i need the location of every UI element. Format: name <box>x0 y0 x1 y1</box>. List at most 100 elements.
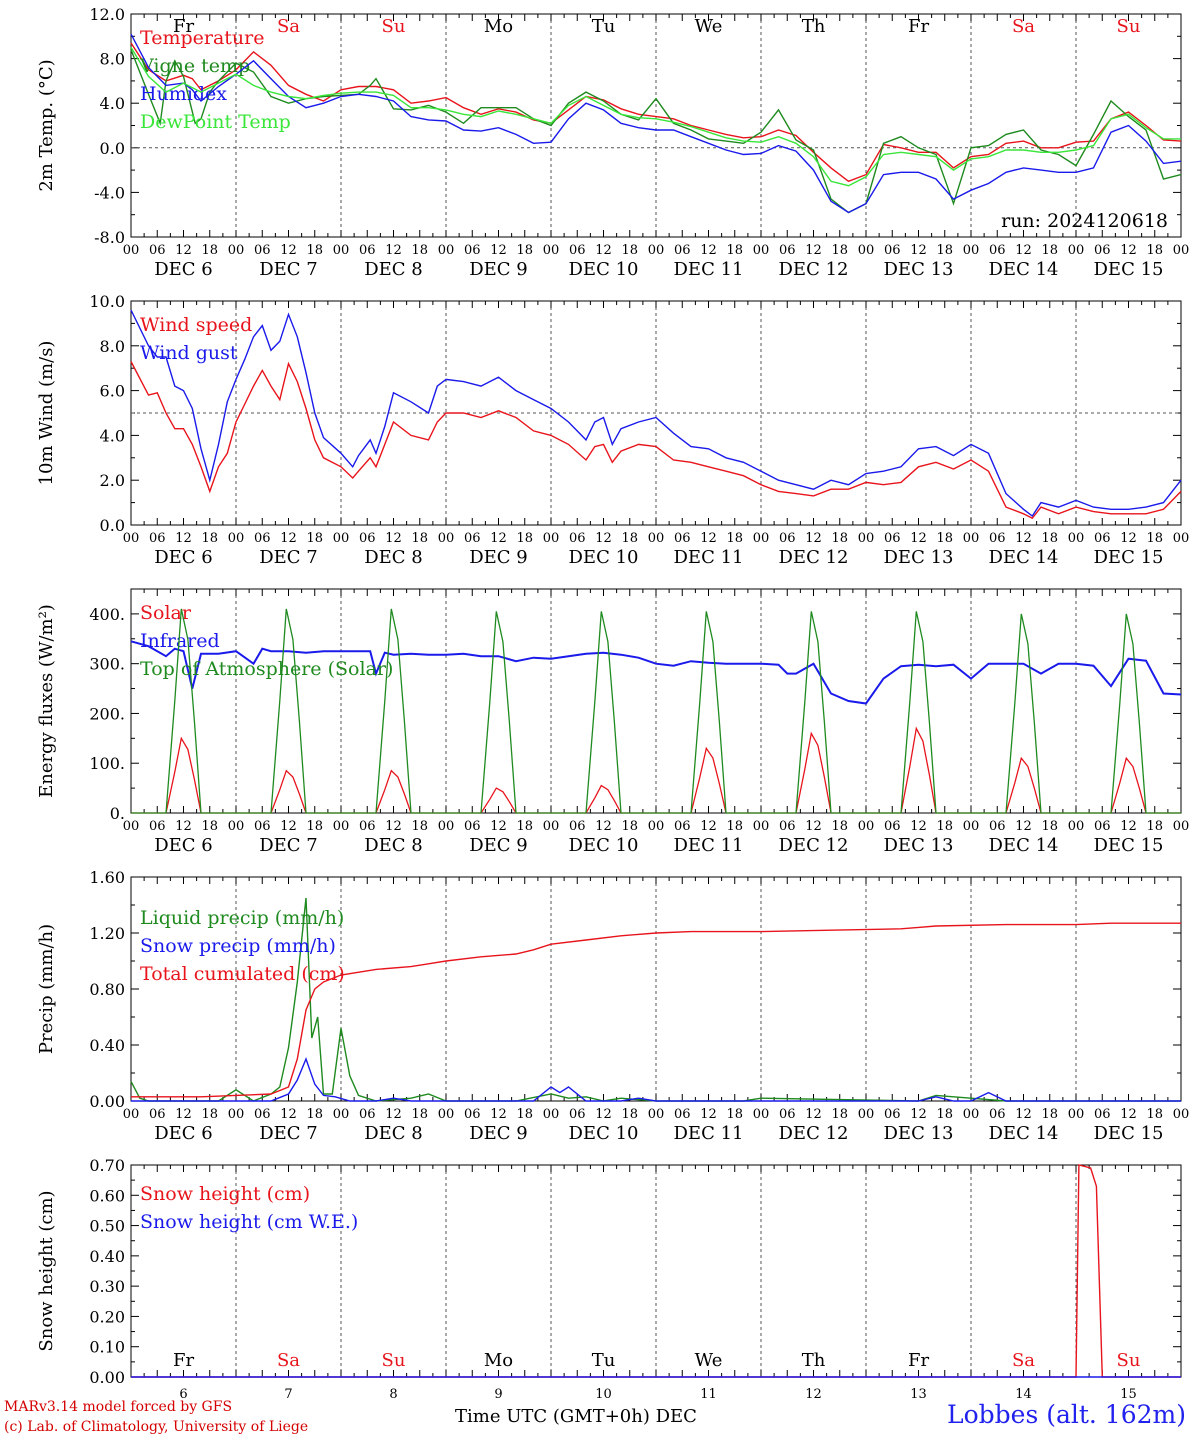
legend-infrared: Infrared <box>140 630 220 652</box>
day-number: 10 <box>595 1387 612 1402</box>
hour-label: 00 <box>543 819 560 834</box>
hour-label: 06 <box>359 819 376 834</box>
hour-label: 00 <box>648 819 665 834</box>
hour-label: 12 <box>910 819 927 834</box>
hour-label: 00 <box>438 1107 455 1122</box>
hour-label: 18 <box>411 531 428 546</box>
y-tick-label: 0.10 <box>89 1338 125 1357</box>
run-annotation: run: 2024120618 <box>1001 210 1168 232</box>
hour-label: 12 <box>595 819 612 834</box>
date-label: DEC 6 <box>154 547 213 568</box>
hour-label: 12 <box>280 819 297 834</box>
hour-label: 06 <box>464 819 481 834</box>
y-tick-label: 100. <box>89 754 125 773</box>
time-axis-title-text: Time UTC (GMT+0h) <box>455 1406 650 1427</box>
date-label: DEC 15 <box>1094 547 1164 568</box>
hour-label: 12 <box>805 243 822 258</box>
hour-label: 18 <box>306 1107 323 1122</box>
day-name: Th <box>802 16 826 37</box>
hour-label: 18 <box>621 819 638 834</box>
date-label: DEC 8 <box>364 259 423 280</box>
date-label: DEC 11 <box>674 1123 744 1144</box>
hour-label: 00 <box>228 1107 245 1122</box>
hour-label: 12 <box>595 1107 612 1122</box>
date-label: DEC 7 <box>259 835 318 856</box>
hour-label: 18 <box>1146 531 1163 546</box>
series-snow-precip-mm-h- <box>131 1057 1181 1102</box>
hour-label: 18 <box>726 531 743 546</box>
day-name: Sa <box>277 16 300 37</box>
day-number: 13 <box>910 1387 927 1402</box>
hour-label: 00 <box>1068 1107 1085 1122</box>
date-label: DEC 13 <box>884 835 954 856</box>
hour-label: 06 <box>149 1107 166 1122</box>
hour-label: 12 <box>700 243 717 258</box>
hour-label: 00 <box>858 1107 875 1122</box>
legend-wind-speed: Wind speed <box>140 314 252 336</box>
hour-label: 12 <box>280 531 297 546</box>
hour-label: 00 <box>753 243 770 258</box>
panel-3: 0. 100. 200. 300. 400. Energy fluxes (W/m²) 00… <box>36 588 1189 856</box>
hour-label: 00 <box>543 243 560 258</box>
hour-label: 06 <box>1094 243 1111 258</box>
y-axis-label: Energy fluxes (W/m²) <box>36 604 57 798</box>
date-label: DEC 8 <box>364 835 423 856</box>
hour-label: 00 <box>753 1107 770 1122</box>
legend-total-cumulated-cm-: Total cumulated (cm) <box>140 963 345 985</box>
day-number: 7 <box>284 1387 292 1402</box>
hour-label: 12 <box>1015 531 1032 546</box>
y-tick-label: 400. <box>89 605 125 624</box>
hour-label: 06 <box>569 819 586 834</box>
series-wind-gust <box>130 309 1182 518</box>
y-tick-label: 10.0 <box>89 292 125 311</box>
hour-label: 06 <box>674 243 691 258</box>
hour-label: 12 <box>385 243 402 258</box>
date-label: DEC 11 <box>674 547 744 568</box>
legend-snow-precip-mm-h-: Snow precip (mm/h) <box>140 935 336 957</box>
day-name: Su <box>382 16 406 37</box>
series-temperature <box>130 42 1182 183</box>
y-tick-label: -8.0 <box>94 228 125 247</box>
hour-label: 06 <box>989 1107 1006 1122</box>
hour-label: 18 <box>831 819 848 834</box>
series-top-of-atmosphere-solar- <box>131 608 1181 814</box>
date-label: DEC 15 <box>1094 259 1164 280</box>
y-tick-label: 0.0 <box>100 516 125 535</box>
day-name-bottom: Fr <box>173 1350 194 1371</box>
date-label: DEC 9 <box>469 1123 528 1144</box>
date-label: DEC 9 <box>469 259 528 280</box>
hour-label: 00 <box>963 243 980 258</box>
day-number: 11 <box>700 1387 717 1402</box>
hour-label: 06 <box>359 531 376 546</box>
hour-label: 18 <box>1146 1107 1163 1122</box>
hour-label: 06 <box>464 531 481 546</box>
hour-label: 18 <box>936 819 953 834</box>
date-label: DEC 14 <box>989 1123 1059 1144</box>
y-tick-label: 0.00 <box>89 1092 125 1111</box>
legend-snow-height-cm-w-e-: Snow height (cm W.E.) <box>140 1211 358 1233</box>
hour-label: 18 <box>516 243 533 258</box>
hour-label: 12 <box>1015 1107 1032 1122</box>
legend-temperature: Temperature <box>140 27 264 49</box>
legend-vigne-temp: Vigne temp <box>139 55 250 77</box>
hour-label: 18 <box>411 1107 428 1122</box>
hour-label: 18 <box>201 819 218 834</box>
hour-label: 06 <box>359 1107 376 1122</box>
hour-label: 06 <box>254 243 271 258</box>
date-label: DEC 10 <box>569 259 639 280</box>
date-label: DEC 8 <box>364 1123 423 1144</box>
hour-label: 18 <box>1041 819 1058 834</box>
day-name: We <box>695 16 723 37</box>
day-name-bottom: Tu <box>592 1350 616 1371</box>
hour-label: 00 <box>1068 531 1085 546</box>
y-tick-label: 6.0 <box>100 382 125 401</box>
day-name: Sa <box>1012 16 1035 37</box>
hour-label: 06 <box>149 531 166 546</box>
legend-snow-height-cm-: Snow height (cm) <box>140 1183 310 1205</box>
time-axis-title: Time UTC (GMT+0h) DEC <box>455 1406 697 1427</box>
date-label: DEC 12 <box>779 259 849 280</box>
panel-2: 0.0 2.0 4.0 6.0 8.0 10.0 10m Wind (m/s) 00 06 12 1… <box>36 292 1189 568</box>
day-name: Mo <box>484 16 513 37</box>
day-name-bottom: Sa <box>277 1350 300 1371</box>
hour-label: 06 <box>1094 819 1111 834</box>
